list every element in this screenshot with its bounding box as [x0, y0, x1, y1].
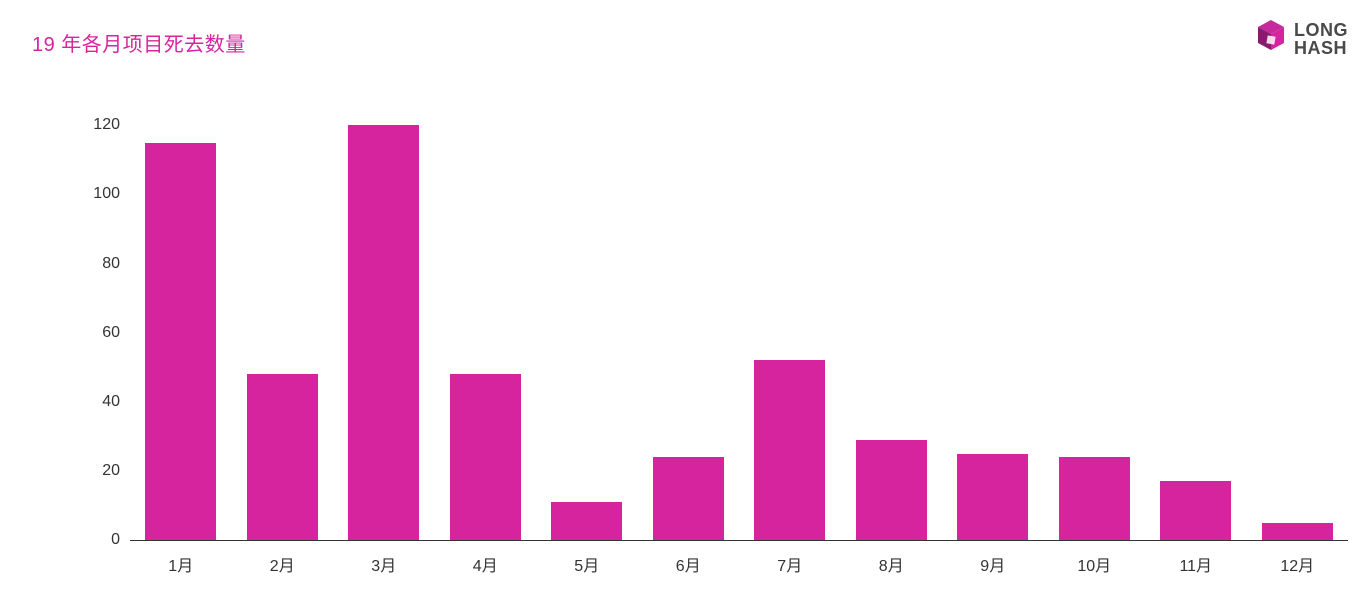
bar-slot: 11月 — [1145, 108, 1247, 540]
y-tick-label: 120 — [93, 116, 120, 134]
y-tick-label: 40 — [102, 393, 120, 411]
plot-region: 1月2月3月4月5月6月7月8月9月10月11月12月 — [130, 108, 1348, 540]
bar-slot: 12月 — [1247, 108, 1349, 540]
cube-icon — [1254, 18, 1288, 59]
x-tick-label: 5月 — [536, 540, 638, 576]
bar — [856, 440, 927, 540]
bar — [348, 125, 419, 540]
bar — [754, 360, 825, 540]
brand-line1: LONG — [1294, 21, 1348, 39]
bar-slot: 2月 — [232, 108, 334, 540]
x-tick-label: 1月 — [130, 540, 232, 576]
y-tick-label: 0 — [111, 531, 120, 549]
page-root: 19 年各月项目死去数量 LONG HASH 0 20 40 60 80 100 120 1… — [0, 0, 1366, 599]
bar-slot: 6月 — [638, 108, 740, 540]
x-tick-label: 12月 — [1247, 540, 1349, 576]
brand-line2: HASH — [1294, 39, 1348, 57]
bar-slot: 10月 — [1044, 108, 1146, 540]
bar-slot: 8月 — [841, 108, 943, 540]
brand-logo: LONG HASH — [1254, 18, 1348, 59]
y-tick-label: 20 — [102, 462, 120, 480]
y-tick-label: 80 — [102, 255, 120, 273]
bar — [450, 374, 521, 540]
x-tick-label: 4月 — [435, 540, 537, 576]
bar-slot: 3月 — [333, 108, 435, 540]
x-tick-label: 2月 — [232, 540, 334, 576]
bar — [957, 454, 1028, 540]
bar — [247, 374, 318, 540]
chart-area: 0 20 40 60 80 100 120 1月2月3月4月5月6月7月8月9月10月11月… — [90, 108, 1348, 578]
bar — [1262, 523, 1333, 540]
bar-slot: 1月 — [130, 108, 232, 540]
x-tick-label: 11月 — [1145, 540, 1247, 576]
x-tick-label: 3月 — [333, 540, 435, 576]
x-tick-label: 8月 — [841, 540, 943, 576]
y-tick-label: 60 — [102, 324, 120, 342]
bar — [1059, 457, 1130, 540]
x-tick-label: 6月 — [638, 540, 740, 576]
bars-container: 1月2月3月4月5月6月7月8月9月10月11月12月 — [130, 108, 1348, 540]
bar — [145, 143, 216, 540]
x-tick-label: 9月 — [942, 540, 1044, 576]
y-tick-label: 100 — [93, 185, 120, 203]
bar — [653, 457, 724, 540]
chart-title: 19 年各月项目死去数量 — [32, 28, 246, 57]
bar — [1160, 481, 1231, 540]
bar-slot: 7月 — [739, 108, 841, 540]
bar-slot: 4月 — [435, 108, 537, 540]
bar-slot: 9月 — [942, 108, 1044, 540]
bar — [551, 502, 622, 540]
bar-slot: 5月 — [536, 108, 638, 540]
x-tick-label: 7月 — [739, 540, 841, 576]
x-tick-label: 10月 — [1044, 540, 1146, 576]
brand-text: LONG HASH — [1294, 21, 1348, 57]
